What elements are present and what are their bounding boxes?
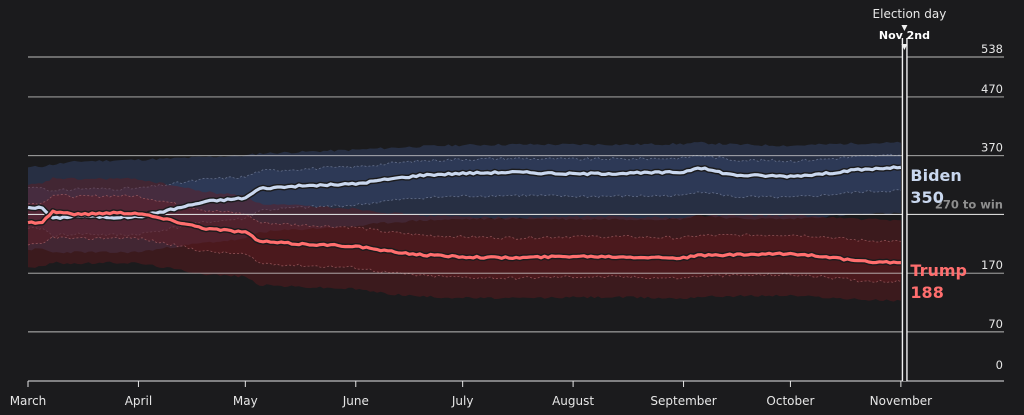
trump-upper-bound bbox=[27, 193, 901, 243]
x-tick-label: May bbox=[233, 394, 258, 408]
trump-value: 188 bbox=[910, 283, 943, 302]
threshold-label: 270 to win bbox=[935, 197, 1003, 211]
x-tick-label: November bbox=[870, 394, 932, 408]
y-tick-label: 70 bbox=[988, 317, 1003, 331]
y-tick-label: 0 bbox=[996, 358, 1003, 372]
gridlines bbox=[28, 56, 1004, 333]
election-day-title: Election day bbox=[873, 7, 947, 21]
x-tick-label: October bbox=[766, 394, 814, 408]
x-tick-label: August bbox=[552, 394, 594, 408]
y-axis: 0 70 170 370 470 538 bbox=[981, 42, 1003, 372]
biden-lower-bound bbox=[27, 189, 901, 238]
uncertainty-bands bbox=[27, 141, 902, 302]
biden-line bbox=[27, 165, 902, 220]
x-tick-label: April bbox=[125, 394, 152, 408]
election-day-marker-bottom bbox=[901, 44, 908, 50]
x-tick-label: July bbox=[451, 394, 474, 408]
y-tick-label: 170 bbox=[981, 258, 1003, 272]
biden-label: Biden bbox=[910, 166, 961, 185]
biden-upper-bound bbox=[27, 153, 901, 192]
annotations: 270 to win Election day Nov 2nd Biden 350 Tru… bbox=[873, 7, 1003, 381]
x-tick-label: June bbox=[342, 394, 369, 408]
y-tick-label: 370 bbox=[981, 141, 1003, 155]
y-tick-label: 470 bbox=[981, 82, 1003, 96]
trump-band bbox=[28, 177, 901, 302]
trump-label: Trump bbox=[910, 261, 967, 280]
election-day-marker-top bbox=[901, 25, 908, 31]
election-day-label: Nov 2nd bbox=[879, 29, 930, 42]
series-lines bbox=[27, 163, 902, 266]
x-axis: March April May June July August September Octo… bbox=[10, 380, 1004, 408]
x-tick-label: September bbox=[650, 394, 716, 408]
biden-value: 350 bbox=[910, 188, 943, 207]
election-day-gap bbox=[902, 36, 907, 381]
trump-line bbox=[27, 209, 901, 265]
y-tick-label: 538 bbox=[981, 42, 1003, 56]
x-tick-label: March bbox=[10, 394, 47, 408]
